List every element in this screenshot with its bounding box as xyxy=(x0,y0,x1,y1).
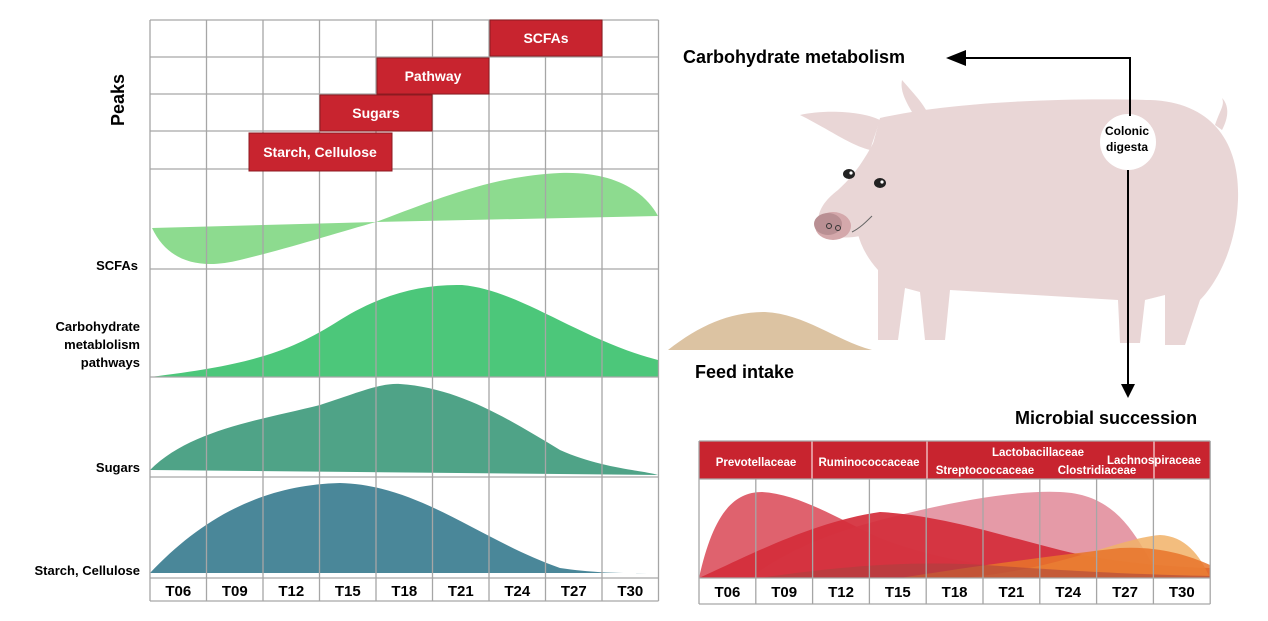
colonic-label-1: Colonic xyxy=(1105,124,1149,138)
peak-box-pathway xyxy=(376,57,490,95)
left-time-T12: T12 xyxy=(278,583,304,600)
left-time-axis: T06 T09 T12 T15 T18 T21 T24 T27 T30 xyxy=(165,583,643,600)
row-label-pathways-1: Carbohydrate xyxy=(55,319,140,334)
starch-curve xyxy=(150,483,658,574)
carbohydrate-metabolism-label: Carbohydrate metabolism xyxy=(683,47,905,67)
microbial-succession-label: Microbial succession xyxy=(1015,408,1197,428)
peak-box-sugars-label: Sugars xyxy=(352,105,400,121)
left-time-T21: T21 xyxy=(448,583,474,600)
family-ruminococcaceae: Ruminococcaceae xyxy=(819,457,920,469)
right-time-axis: T06 T09 T12 T15 T18 T21 T24 T27 T30 xyxy=(714,584,1194,601)
sugars-curve xyxy=(150,383,658,475)
arrow-to-carbohydrate xyxy=(960,57,1131,116)
family-clostridiaceae: Clostridiaceae xyxy=(1058,465,1137,477)
feed-intake-label: Feed intake xyxy=(695,362,794,382)
left-panel: SCFAs Pathway Sugars Starch, Cellulose P… xyxy=(35,19,660,602)
arrow-head-left xyxy=(946,50,966,66)
peak-box-starch xyxy=(248,132,393,172)
right-time-T18: T18 xyxy=(942,584,968,601)
family-lactobacillaceae: Lactobacillaceae xyxy=(992,447,1084,459)
right-time-T12: T12 xyxy=(828,584,854,601)
left-time-T18: T18 xyxy=(391,583,417,600)
family-prevotellaceae: Prevotellaceae xyxy=(716,457,797,469)
feed-pile xyxy=(668,312,872,350)
right-time-T21: T21 xyxy=(998,584,1024,601)
family-bar xyxy=(699,441,1210,479)
row-label-starch: Starch, Cellulose xyxy=(35,563,140,578)
colonic-digesta-circle xyxy=(1100,114,1156,170)
curve-streptococcaceae xyxy=(760,563,1210,578)
left-time-T09: T09 xyxy=(222,583,248,600)
right-time-T15: T15 xyxy=(885,584,911,601)
right-time-T09: T09 xyxy=(771,584,797,601)
left-time-T27: T27 xyxy=(561,583,587,600)
pig-eye-left xyxy=(843,169,855,179)
family-lachnospiraceae: Lachnospiraceae xyxy=(1107,455,1201,467)
right-panel: Feed intake Colonic digesta xyxy=(668,47,1239,605)
peak-box-scfas-label: SCFAs xyxy=(523,30,568,46)
right-grid xyxy=(698,440,1211,605)
peaks-title: Peaks xyxy=(108,74,128,126)
right-time-T06: T06 xyxy=(714,584,740,601)
right-time-T24: T24 xyxy=(1055,584,1082,601)
row-label-pathways-3: pathways xyxy=(81,355,140,370)
scfa-curve-low xyxy=(152,222,376,265)
peak-box-scfas xyxy=(489,19,603,57)
row-label-scfas: SCFAs xyxy=(96,258,138,273)
pig-illustration xyxy=(800,80,1239,345)
arrow-head-down xyxy=(1121,384,1135,398)
left-grid xyxy=(149,19,660,602)
right-time-T27: T27 xyxy=(1112,584,1138,601)
pig-eye-right xyxy=(874,178,886,188)
row-label-pathways-2: metablolism xyxy=(64,337,140,352)
colonic-label-2: digesta xyxy=(1106,140,1148,154)
scfa-curve-high xyxy=(376,172,658,222)
left-time-T15: T15 xyxy=(335,583,361,600)
right-time-T30: T30 xyxy=(1169,584,1195,601)
pathways-curve xyxy=(150,284,658,377)
peak-box-starch-label: Starch, Cellulose xyxy=(263,144,377,160)
left-time-T06: T06 xyxy=(165,583,191,600)
peak-box-pathway-label: Pathway xyxy=(405,68,462,84)
left-time-T24: T24 xyxy=(504,583,531,600)
row-label-sugars: Sugars xyxy=(96,460,140,475)
family-streptococcaceae: Streptococcaceae xyxy=(936,465,1034,477)
left-time-T30: T30 xyxy=(617,583,643,600)
peak-box-sugars xyxy=(319,94,433,132)
